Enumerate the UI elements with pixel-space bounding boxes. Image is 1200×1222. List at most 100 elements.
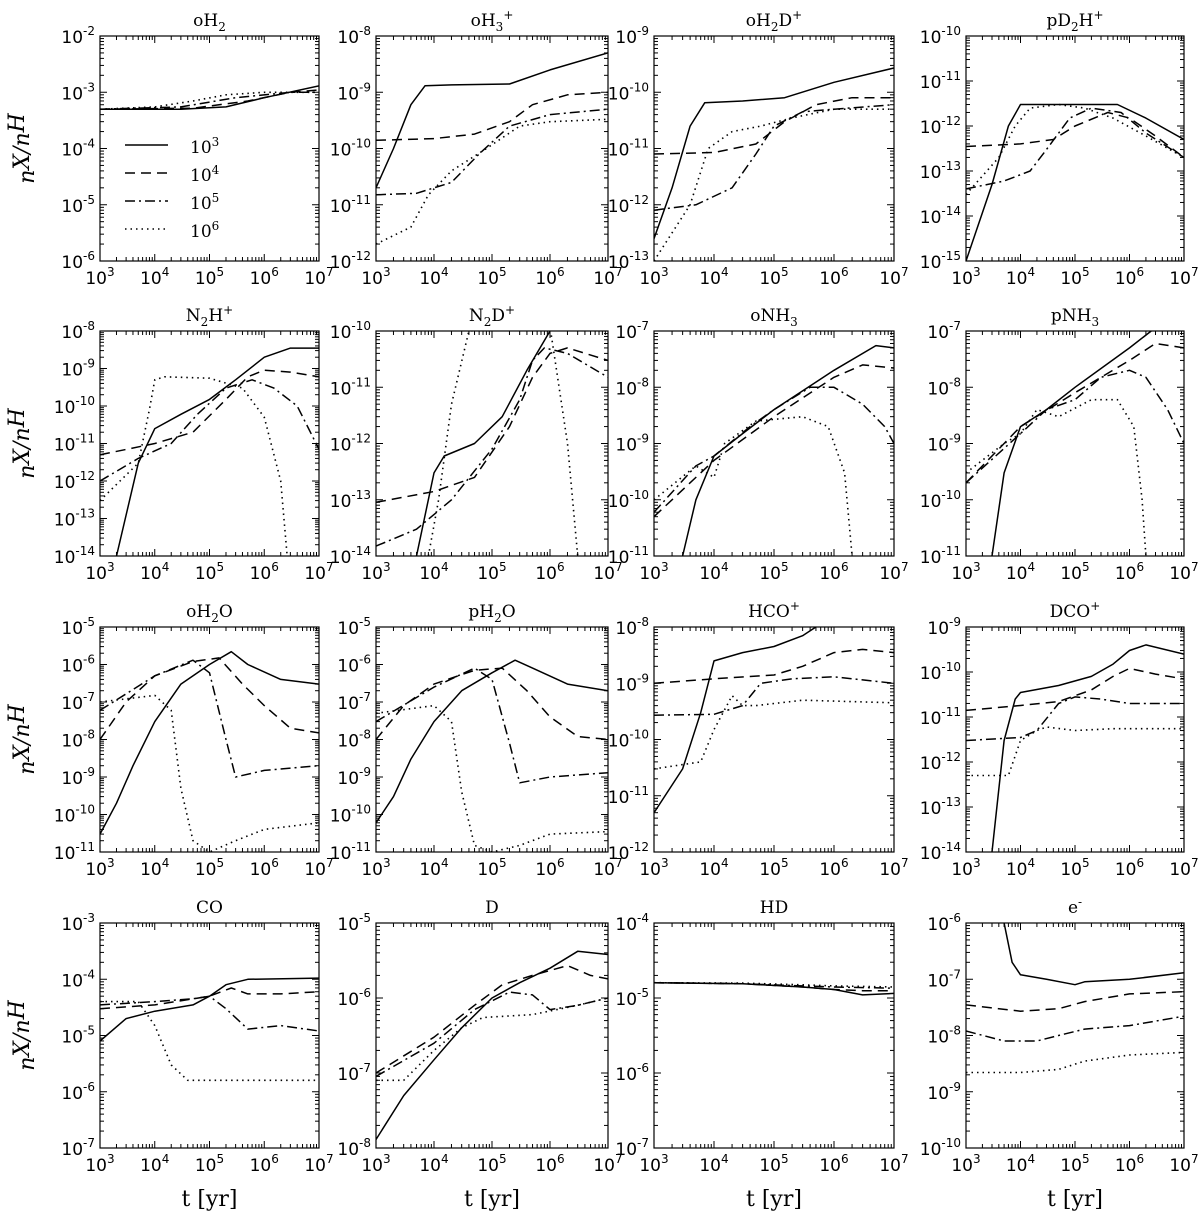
y-tick-label: 10-12	[54, 469, 95, 493]
panel-title: N2D+	[469, 303, 515, 329]
legend-label: 104	[190, 163, 220, 186]
legend-entry: 104	[125, 163, 220, 186]
x-ticks	[653, 627, 895, 852]
x-tick-label: 105	[195, 1152, 224, 1176]
series-line-dotted	[966, 103, 1184, 196]
panel-13: 103 104 105 106 107 10-8 10-7 10-6 10-5 D	[337, 898, 622, 1176]
y-tick-label: 10-8	[615, 375, 649, 399]
x-tick-label: 107	[1169, 1152, 1198, 1176]
panel-title: CO	[196, 898, 223, 918]
x-tick-label: 107	[304, 560, 333, 584]
series-line-solid	[1003, 923, 1184, 986]
series-line-dotted	[654, 694, 894, 770]
x-axis-label: t [yr]	[1047, 1187, 1103, 1212]
series-line-dotted	[966, 726, 1184, 777]
y-tick-label: 10-11	[54, 840, 95, 864]
x-tick-label: 105	[759, 265, 788, 289]
y-tick-label: 10-8	[337, 1136, 371, 1160]
series-line-dotted	[100, 376, 288, 556]
x-ticks	[99, 331, 320, 556]
series-line-dashed	[966, 342, 1184, 484]
x-tick-label: 105	[759, 1152, 788, 1176]
y-tick-label: 10-9	[927, 1080, 961, 1104]
series-group	[654, 67, 894, 261]
series-line-dotted	[654, 981, 894, 988]
plot-frame	[375, 626, 609, 853]
series-group	[100, 85, 319, 110]
panel-title: e-	[1068, 895, 1082, 918]
y-tick-label: 10-11	[330, 840, 371, 864]
y-tick-label: 10-12	[920, 750, 961, 774]
y-tick-label: 10-6	[927, 911, 961, 935]
y-tick-label: 10-12	[330, 249, 371, 273]
x-tick-label: 104	[699, 856, 728, 880]
series-line-dashed	[654, 648, 894, 685]
series-group	[654, 627, 894, 814]
x-tick-label: 103	[361, 560, 390, 584]
y-tick-label: 10-8	[61, 319, 95, 343]
y-tick-label: 10-14	[920, 840, 961, 864]
y-ticks	[654, 922, 894, 1149]
panel-12: 103 104 105 106 107 10-7 10-6 10-5 10-4 10-3 CO	[61, 898, 333, 1176]
y-tick-label: 10-10	[54, 394, 95, 418]
series-line-dotted	[100, 694, 319, 852]
y-tick-label: 10-12	[920, 114, 961, 138]
panel-2: 103 104 105 106 107 10-13 10-12 10-11 10-10 10-9 o…	[608, 8, 909, 289]
series-line-dashed	[654, 364, 894, 518]
panel-title: pH2O	[468, 602, 515, 625]
series-line-solid	[654, 627, 817, 814]
series-group	[376, 659, 608, 852]
x-tick-label: 106	[819, 1152, 848, 1176]
y-tick-label: 10-6	[337, 653, 371, 677]
series-line-dotted	[376, 118, 608, 245]
series-group	[654, 981, 894, 996]
y-tick-label: 10-8	[927, 1024, 961, 1048]
y-tick-label: 10-7	[337, 690, 371, 714]
series-line-dotted	[654, 415, 853, 556]
x-tick-label: 106	[535, 265, 564, 289]
y-tick-label: 10-10	[920, 660, 961, 684]
series-line-dotted	[100, 91, 319, 110]
y-tick-label: 10-10	[920, 24, 961, 48]
x-tick-label: 106	[535, 560, 564, 584]
series-group	[100, 347, 319, 556]
legend-label: 105	[190, 191, 219, 214]
y-tick-label: 10-9	[615, 432, 649, 456]
x-tick-label: 107	[593, 265, 622, 289]
x-tick-label: 103	[361, 1152, 390, 1176]
series-line-dashdot	[376, 667, 608, 784]
series-group	[376, 950, 608, 1140]
y-ticks	[654, 330, 894, 557]
series-line-dotted	[966, 1051, 1184, 1074]
y-tick-label: 10-7	[337, 1061, 371, 1085]
x-tick-label: 103	[361, 856, 390, 880]
y-tick-label: 10-10	[608, 728, 649, 752]
series-line-dashdot	[100, 995, 319, 1032]
panel-3: 103 104 105 106 107 10-15 10-14 10-13 10-12 10-11…	[920, 8, 1199, 289]
y-tick-label: 10-9	[337, 80, 371, 104]
x-tick-label: 106	[1115, 265, 1144, 289]
y-tick-label: 10-14	[54, 544, 95, 568]
x-tick-label: 105	[1060, 265, 1089, 289]
y-tick-label: 10-12	[608, 840, 649, 864]
y-axis-label: nX/nH	[5, 703, 40, 774]
series-group	[966, 923, 1184, 1074]
x-tick-label: 104	[1006, 265, 1035, 289]
plot-frame	[653, 35, 895, 262]
plot-frame	[965, 922, 1185, 1149]
series-line-dashed	[100, 987, 319, 1010]
series-line-dashed	[654, 96, 894, 155]
panel-title: D	[485, 898, 499, 918]
y-tick-label: 10-11	[608, 544, 649, 568]
y-ticks	[100, 35, 319, 262]
y-ticks	[654, 626, 894, 853]
series-line-dashdot	[376, 108, 608, 196]
x-tick-label: 106	[535, 856, 564, 880]
x-tick-label: 107	[593, 856, 622, 880]
x-tick-label: 106	[1115, 1152, 1144, 1176]
series-group	[376, 331, 608, 556]
y-tick-label: 10-10	[330, 319, 371, 343]
x-tick-label: 104	[140, 560, 169, 584]
x-tick-label: 103	[361, 265, 390, 289]
panel-title: HD	[760, 898, 788, 918]
